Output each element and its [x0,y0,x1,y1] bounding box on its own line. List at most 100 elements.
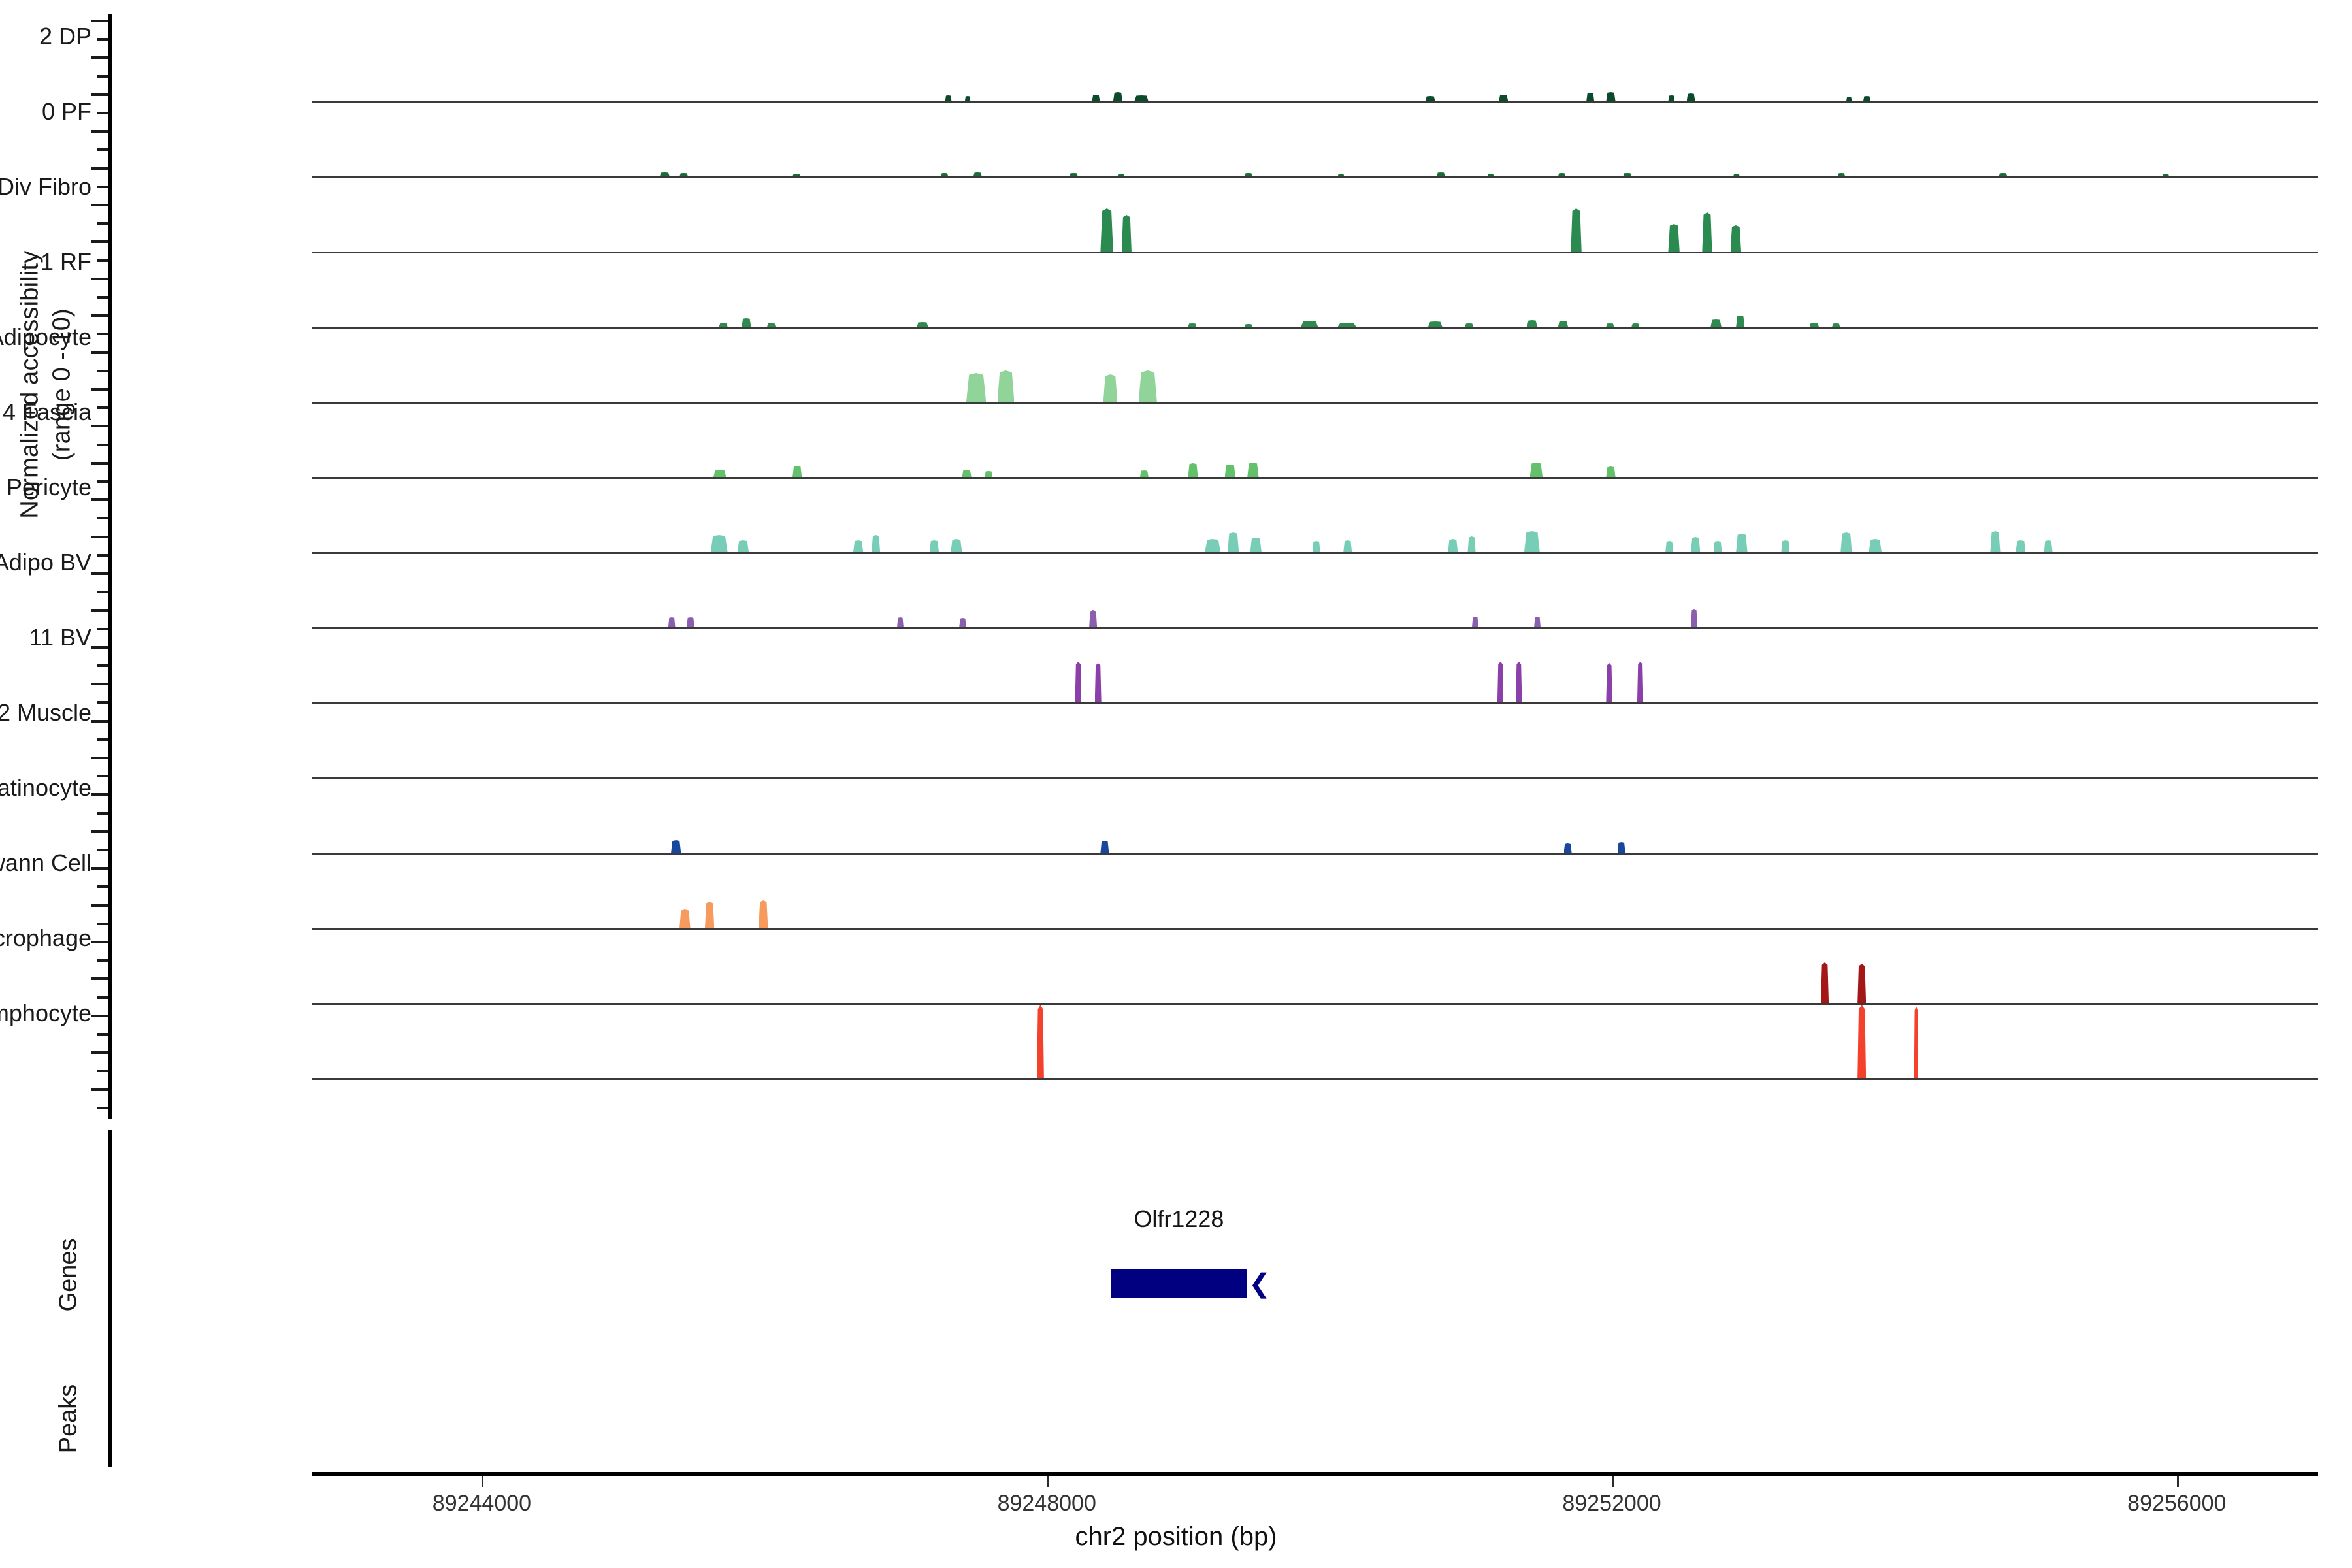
y-axis-tick [97,959,108,962]
track-peak [1665,541,1674,552]
track-label-2-dp: 2 DP [39,23,91,50]
track-peak [668,617,676,627]
track-label-7-div-fibro: 7 Div Fibro [0,173,91,200]
y-axis-tick [91,461,108,465]
track-peak [1637,662,1644,702]
y-axis-tick [97,627,108,630]
track-row: 12 Muscle [0,673,2318,779]
track-peak [686,617,695,627]
y-axis-tick [91,1088,108,1091]
track-peak [1089,610,1098,627]
track-peak [1037,1005,1044,1078]
track-peak [945,95,952,101]
track-peak [1840,532,1852,552]
y-axis-tick [97,885,108,889]
track-peak [1631,323,1640,327]
track-peak [1914,1006,1919,1078]
track-label-9-macrophage: 9 Macrophage [0,924,91,951]
y-axis-tick [91,351,108,354]
y-axis-tick [97,406,108,410]
y-axis-tick [91,1051,108,1054]
track-peak [1247,463,1259,477]
y-axis-tick [97,148,108,152]
track-peak [1606,323,1614,327]
track-peak [1846,97,1852,101]
track-label-12-muscle: 12 Muscle [0,699,91,726]
y-axis-tick [91,757,108,759]
track-peak [973,172,982,176]
y-axis-tick [97,112,108,114]
track-peak [1691,537,1701,552]
track-label-0-pf: 0 PF [41,98,91,125]
y-axis-tick [91,425,108,428]
track-peak [1713,541,1722,552]
y-axis-tick [91,535,108,538]
track-peak [767,323,776,327]
track-peak [1244,173,1252,176]
track-peak [1224,465,1236,477]
y-axis-tick [97,775,108,778]
track-baseline [312,702,2318,704]
track-peak [1516,662,1522,702]
track-peak [897,617,904,627]
track-peak [1139,470,1149,477]
track-peak [1686,93,1695,101]
track-baseline [312,252,2318,253]
track-peak [1563,843,1572,853]
track-peak [713,470,727,477]
y-axis-tick [91,130,108,133]
track-baseline [312,1003,2318,1005]
track-peak [1999,173,2008,176]
track-peak [1781,540,1790,552]
y-axis-tick [91,93,108,96]
track-peak [719,323,728,327]
y-axis-tick [97,849,108,851]
track-peak [872,535,881,552]
track-peak [792,466,802,477]
track-baseline [312,1078,2318,1080]
track-peak [1990,531,2001,552]
track-peak [1809,323,1819,327]
x-axis-tick-label: 89252000 [1562,1491,1661,1516]
y-axis-tick [91,20,108,22]
y-axis-tick [97,333,108,336]
y-axis-tick [91,645,108,649]
track-peak [1534,617,1541,627]
track-peak [1736,534,1748,552]
track-peak [1448,539,1458,552]
track-peak [1606,663,1612,702]
gene-strand-arrow-icon: ❮ [1249,1269,1271,1298]
track-peak [1337,174,1345,176]
track-peak [966,373,987,402]
track-baseline [312,928,2318,930]
track-peak [1857,1005,1867,1078]
track-label-11-bv: 11 BV [29,624,91,651]
track-peak [1527,320,1537,327]
track-peak [1337,323,1356,327]
track-peak [1134,95,1149,101]
track-peak [1837,173,1846,176]
y-axis-tick [91,719,108,723]
track-peak [705,902,715,928]
track-peak [1710,319,1722,327]
track-baseline [312,101,2318,103]
track-peak [1820,962,1829,1003]
y-axis-tick [97,222,108,225]
track-row: 0 PF [42,72,2318,178]
track-peak [1075,662,1082,702]
track-baseline [312,627,2318,629]
track-peak [1100,208,1113,252]
gene-body[interactable] [1110,1269,1248,1298]
track-row: 8 Schwann Cell [0,823,2318,930]
y-axis-tick [91,830,108,833]
track-peak [1736,316,1745,327]
y-axis-tick [97,811,108,815]
track-peak [792,174,801,176]
track-row: 11 BV [29,598,2318,704]
track-label-3-keratinocyte: 3 Keratinocyte [0,774,91,801]
track-label-5-adipo-bv: 5 Adipo BV [0,549,91,576]
track-peak [951,539,962,552]
gene-name-label: Olfr1228 [1134,1205,1224,1232]
track-peak [1668,95,1675,101]
